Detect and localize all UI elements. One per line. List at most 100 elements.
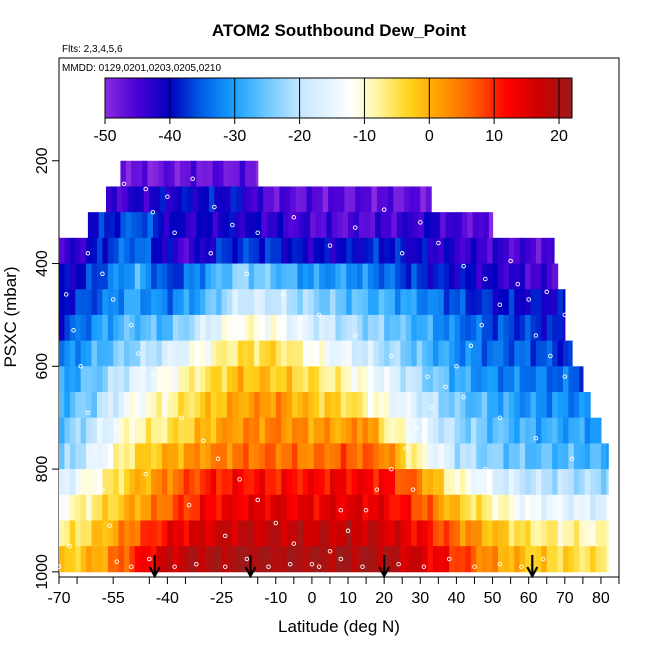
- heatmap-cell: [210, 366, 217, 393]
- heatmap-cell: [281, 392, 288, 419]
- heatmap-cell: [140, 392, 147, 419]
- heatmap-cell: [136, 160, 143, 187]
- heatmap-cell: [351, 289, 358, 316]
- heatmap-cell: [113, 392, 120, 419]
- heatmap-cell: [69, 469, 76, 496]
- heatmap-cell: [167, 469, 174, 496]
- heatmap-cell: [237, 366, 244, 393]
- heatmap-cell: [113, 340, 120, 367]
- heatmap-cell: [476, 314, 483, 342]
- heatmap-cell: [145, 520, 152, 547]
- heatmap-cell: [189, 469, 196, 496]
- heatmap-cell: [142, 212, 149, 239]
- heatmap-cell: [69, 520, 76, 547]
- heatmap-cell: [228, 160, 235, 187]
- heatmap-cell: [600, 443, 607, 470]
- heatmap-cell: [525, 314, 532, 342]
- heatmap-cell: [151, 520, 158, 547]
- heatmap-cell: [557, 366, 564, 393]
- heatmap-cell: [590, 546, 597, 573]
- heatmap-cell: [595, 520, 602, 547]
- heatmap-cell: [340, 263, 347, 290]
- heatmap-cell: [584, 417, 591, 444]
- heatmap-cell: [530, 263, 537, 290]
- heatmap-cell: [281, 520, 288, 547]
- heatmap-cell: [228, 212, 235, 239]
- heatmap-cell: [546, 392, 553, 419]
- heatmap-cell: [595, 546, 602, 573]
- heatmap-cell: [422, 314, 429, 342]
- heatmap-cell: [199, 417, 206, 444]
- heatmap-cell: [357, 417, 364, 444]
- heatmap-cell: [568, 366, 575, 393]
- y-axis-label: PSXC (mbar): [1, 266, 20, 367]
- heatmap-cell: [221, 340, 228, 367]
- heatmap-cell: [481, 546, 488, 573]
- sample-point: [194, 561, 199, 567]
- heatmap-cell: [134, 494, 141, 521]
- heatmap-cell: [389, 546, 396, 573]
- heatmap-cell: [189, 366, 196, 393]
- heatmap-cell: [584, 392, 591, 419]
- heatmap-cell: [573, 520, 580, 547]
- heatmap-cell: [214, 186, 221, 213]
- heatmap-cell: [232, 443, 239, 470]
- heatmap-cell: [546, 366, 553, 393]
- heatmap-cell: [131, 212, 138, 239]
- heatmap-cell: [353, 212, 360, 239]
- heatmap-cell: [183, 237, 190, 264]
- heatmap-cell: [104, 212, 111, 239]
- heatmap-cell: [395, 263, 402, 290]
- heatmap-cell: [313, 289, 320, 316]
- heatmap-cell: [416, 469, 423, 496]
- sample-point: [67, 543, 73, 549]
- heatmap-cell: [129, 469, 136, 496]
- heatmap-cell: [519, 314, 526, 342]
- heatmap-cell: [102, 314, 109, 342]
- heatmap-cell: [449, 340, 456, 367]
- x-tick-label: 20: [375, 590, 393, 607]
- heatmap-cell: [140, 340, 147, 367]
- heatmap-cell: [497, 417, 504, 444]
- heatmap-cell: [454, 340, 461, 367]
- heatmap-cell: [118, 417, 125, 444]
- heatmap-cell: [465, 469, 472, 496]
- heatmap-cell: [113, 366, 120, 393]
- heatmap-cell: [232, 546, 239, 573]
- heatmap-cell: [514, 494, 521, 521]
- sample-point: [327, 549, 333, 554]
- heatmap-cell: [324, 340, 331, 367]
- heatmap-cell: [351, 263, 358, 290]
- heatmap-cell: [422, 263, 429, 290]
- heatmap-cell: [96, 443, 103, 470]
- heatmap-cell: [563, 340, 570, 367]
- heatmap-cell: [221, 263, 228, 290]
- heatmap-cell: [194, 366, 201, 393]
- heatmap-cell: [568, 340, 573, 367]
- heatmap-cell: [216, 237, 223, 264]
- heatmap-cell: [487, 263, 494, 290]
- heatmap-cell: [335, 520, 342, 547]
- heatmap-cell: [422, 237, 429, 264]
- heatmap-cell: [264, 314, 271, 342]
- heatmap-cell: [59, 520, 66, 547]
- heatmap-cell: [324, 289, 331, 316]
- heatmap-cell: [535, 520, 542, 547]
- heatmap-cell: [449, 443, 456, 470]
- heatmap-cell: [124, 263, 131, 290]
- heatmap-cell: [151, 237, 158, 264]
- heatmap-cell: [237, 443, 244, 470]
- heatmap-cell: [311, 186, 318, 213]
- sample-point: [114, 425, 120, 431]
- heatmap-cell: [156, 366, 163, 393]
- heatmap-cell: [503, 469, 510, 496]
- heatmap-cell: [335, 366, 342, 393]
- heatmap-cell: [183, 366, 190, 393]
- heatmap-cell: [134, 314, 141, 342]
- heatmap-cell: [308, 314, 315, 342]
- heatmap-cell: [546, 469, 553, 496]
- heatmap-cell: [367, 546, 374, 573]
- heatmap-cell: [530, 494, 537, 521]
- heatmap-cell: [172, 340, 179, 367]
- heatmap-cell: [541, 289, 548, 316]
